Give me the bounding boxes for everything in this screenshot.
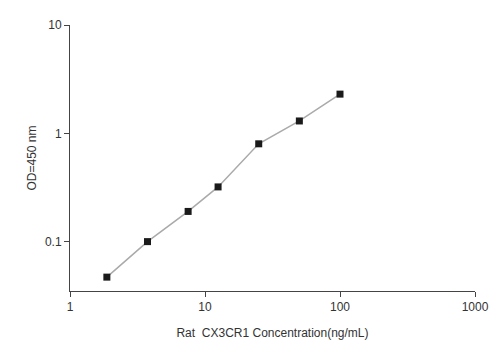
svg-text:1: 1: [67, 300, 74, 314]
svg-text:10: 10: [198, 300, 212, 314]
svg-text:10: 10: [48, 18, 62, 32]
svg-text:0.1: 0.1: [45, 235, 62, 249]
svg-text:Rat CX3CR1 Concentration(ng/m: Rat CX3CR1 Concentration(ng/mL): [176, 326, 368, 340]
svg-text:1: 1: [55, 127, 62, 141]
svg-text:1000: 1000: [462, 300, 489, 314]
svg-text:OD=450 nm: OD=450 nm: [25, 125, 39, 190]
svg-text:100: 100: [330, 300, 350, 314]
